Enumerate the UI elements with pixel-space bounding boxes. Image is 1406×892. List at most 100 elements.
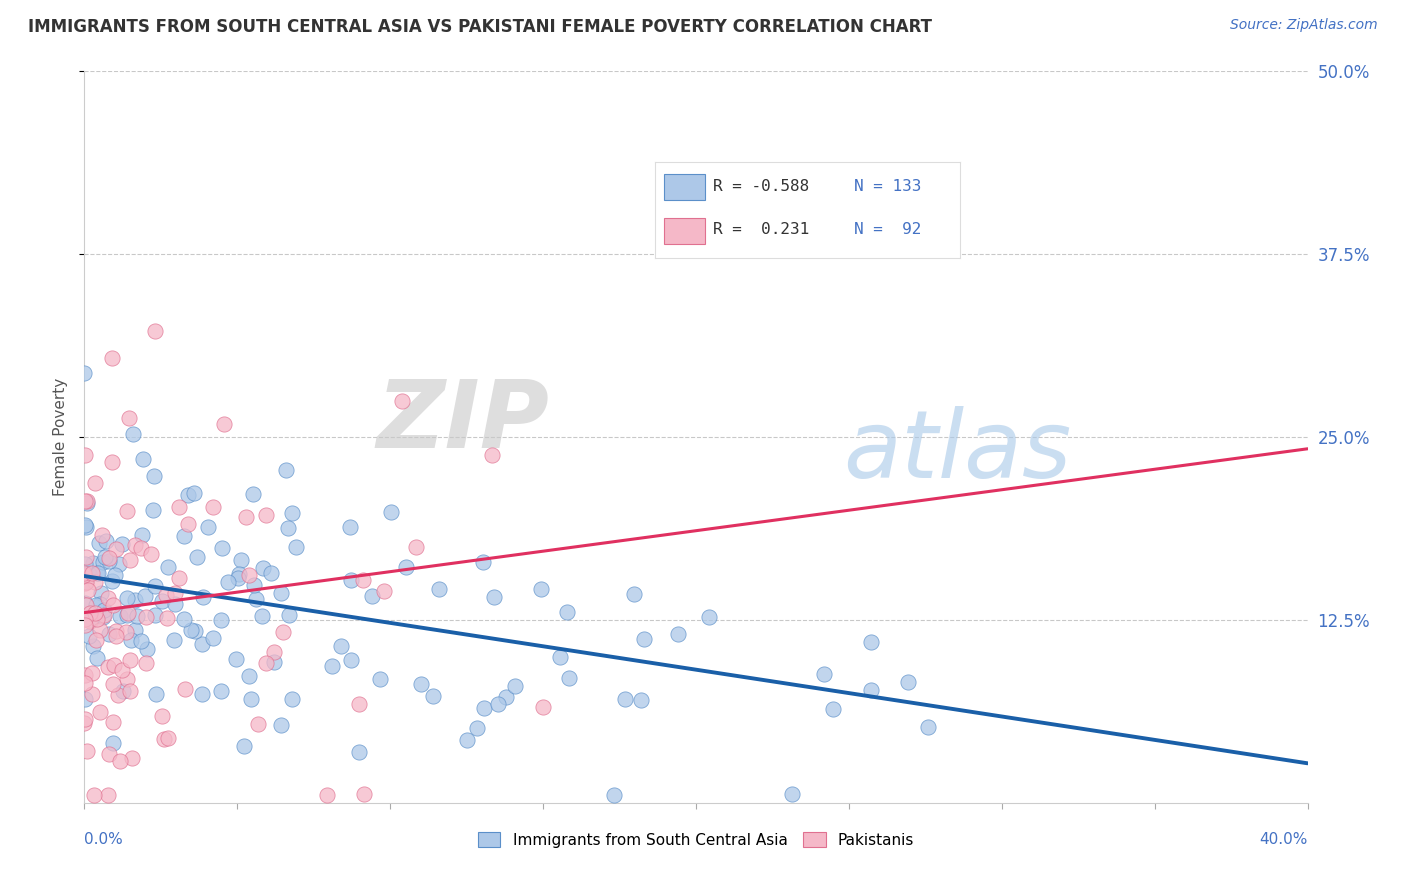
Point [73,667,96,681]
Point [143,469,166,483]
Point [84,606,107,620]
Point [143,608,166,623]
Point [104,568,127,582]
Point [340,653,363,667]
Point [917,720,939,734]
Point [80,566,103,581]
Point [84,633,107,648]
Point [75,519,97,533]
Text: Source: ZipAtlas.com: Source: ZipAtlas.com [1230,18,1378,32]
Point [94,534,117,549]
Point [73,518,96,533]
Point [370,672,392,686]
Point [115,673,138,687]
Point [238,668,260,682]
Point [117,504,139,518]
Point [373,584,395,599]
Point [183,485,205,500]
Point [129,633,152,648]
Point [156,559,179,574]
Point [152,594,174,608]
Point [89,705,111,719]
Point [86,650,108,665]
Point [602,789,624,803]
Point [89,623,111,637]
Point [82,665,104,680]
Point [101,455,124,469]
Point [155,588,177,602]
Point [666,627,689,641]
Point [169,500,191,515]
Point [813,666,835,681]
Point [395,560,418,574]
Point [73,617,96,632]
Point [209,683,232,698]
Point [76,566,98,581]
Point [488,697,510,711]
Point [86,566,108,580]
Point [105,629,128,643]
Point [897,674,920,689]
Point [91,555,114,569]
Point [76,496,98,510]
Point [167,571,190,585]
Point [118,683,141,698]
Point [124,538,146,552]
Point [134,589,156,603]
Point [82,687,104,701]
Point [177,516,200,531]
Y-axis label: Female Poverty: Female Poverty [52,378,67,496]
Point [316,789,339,803]
Point [623,587,645,601]
Point [243,578,266,592]
Point [482,590,505,604]
Point [153,731,176,746]
Point [558,671,581,685]
Point [391,393,413,408]
Point [177,487,200,501]
Point [481,449,503,463]
Point [184,624,207,638]
Point [555,605,578,619]
Point [277,521,299,535]
Point [108,609,131,624]
Point [260,566,283,580]
Point [349,745,371,759]
Point [174,682,197,697]
Point [409,677,432,691]
Point [281,691,304,706]
Point [101,714,124,729]
Point [340,573,363,587]
Point [100,574,122,588]
Point [228,566,250,581]
Point [82,556,104,570]
Point [242,486,264,500]
Point [163,586,186,600]
Point [380,505,402,519]
Point [87,536,110,550]
Point [145,687,167,701]
Point [321,659,343,673]
Point [173,529,195,543]
Point [82,639,104,653]
Legend: Immigrants from South Central Asia, Pakistanis: Immigrants from South Central Asia, Paki… [471,825,921,854]
Point [157,731,180,746]
Point [101,598,124,612]
Point [73,566,96,580]
Text: 40.0%: 40.0% [1260,832,1308,847]
Point [98,551,121,566]
Point [270,718,292,732]
Point [124,623,146,637]
Point [699,610,721,624]
Point [108,557,131,571]
Point [104,624,127,639]
Point [115,591,138,606]
Point [111,663,134,677]
Point [235,510,257,524]
Point [427,582,450,596]
Point [456,733,478,747]
Point [117,606,139,620]
Point [201,632,224,646]
Point [254,508,277,522]
Point [339,520,361,534]
